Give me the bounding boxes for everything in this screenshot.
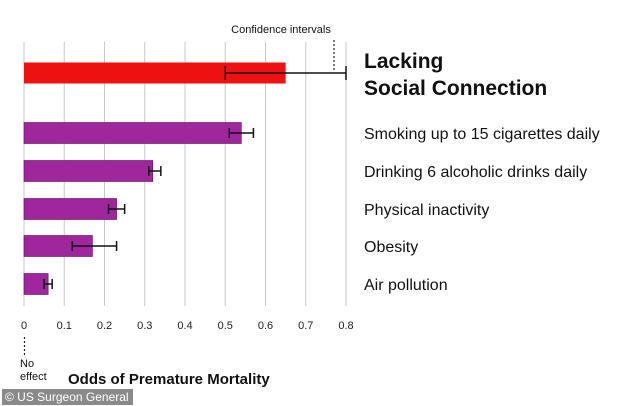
category-label-2: Drinking 6 alcoholic drinks daily xyxy=(364,164,587,181)
grid-lines xyxy=(23,42,347,306)
image-credit: © US Surgeon General xyxy=(2,389,133,405)
x-tick-label-7: 0.7 xyxy=(298,320,313,332)
bar-2 xyxy=(23,160,154,182)
bar-1 xyxy=(23,122,242,144)
bars xyxy=(23,62,286,295)
category-label-0-line-1: Lacking xyxy=(364,50,443,73)
x-tick-label-8: 0.8 xyxy=(338,320,353,332)
x-tick-label-5: 0.5 xyxy=(218,320,233,332)
no-effect-line-2: effect xyxy=(20,371,47,383)
bar-0 xyxy=(24,62,286,84)
x-tick-label-0: 0 xyxy=(21,320,27,332)
category-label-0-line-2: Social Connection xyxy=(364,77,547,100)
x-tick-label-3: 0.3 xyxy=(137,320,152,332)
x-tick-label-2: 0.2 xyxy=(97,320,112,332)
category-label-1: Smoking up to 15 cigarettes daily xyxy=(364,126,600,143)
bar-3 xyxy=(23,198,117,220)
category-labels: Lacking Social Connection Smoking up to 15… xyxy=(364,50,600,294)
x-tick-label-4: 0.4 xyxy=(177,320,192,332)
x-axis-title: Odds of Premature Mortality xyxy=(68,371,270,388)
category-label-3: Physical inactivity xyxy=(364,202,489,219)
category-label-4: Obesity xyxy=(364,239,418,256)
no-effect-line-1: No xyxy=(20,358,34,370)
error-bars xyxy=(43,66,347,289)
confidence-intervals-note: Confidence intervals xyxy=(231,24,331,36)
category-label-5: Air pollution xyxy=(364,277,448,294)
x-tick-label-1: 0.1 xyxy=(57,320,72,332)
x-tick-label-6: 0.6 xyxy=(258,320,273,332)
x-axis-ticks: 0 0.1 0.2 0.3 0.4 0.5 0.6 0.7 0.8 xyxy=(21,320,354,332)
